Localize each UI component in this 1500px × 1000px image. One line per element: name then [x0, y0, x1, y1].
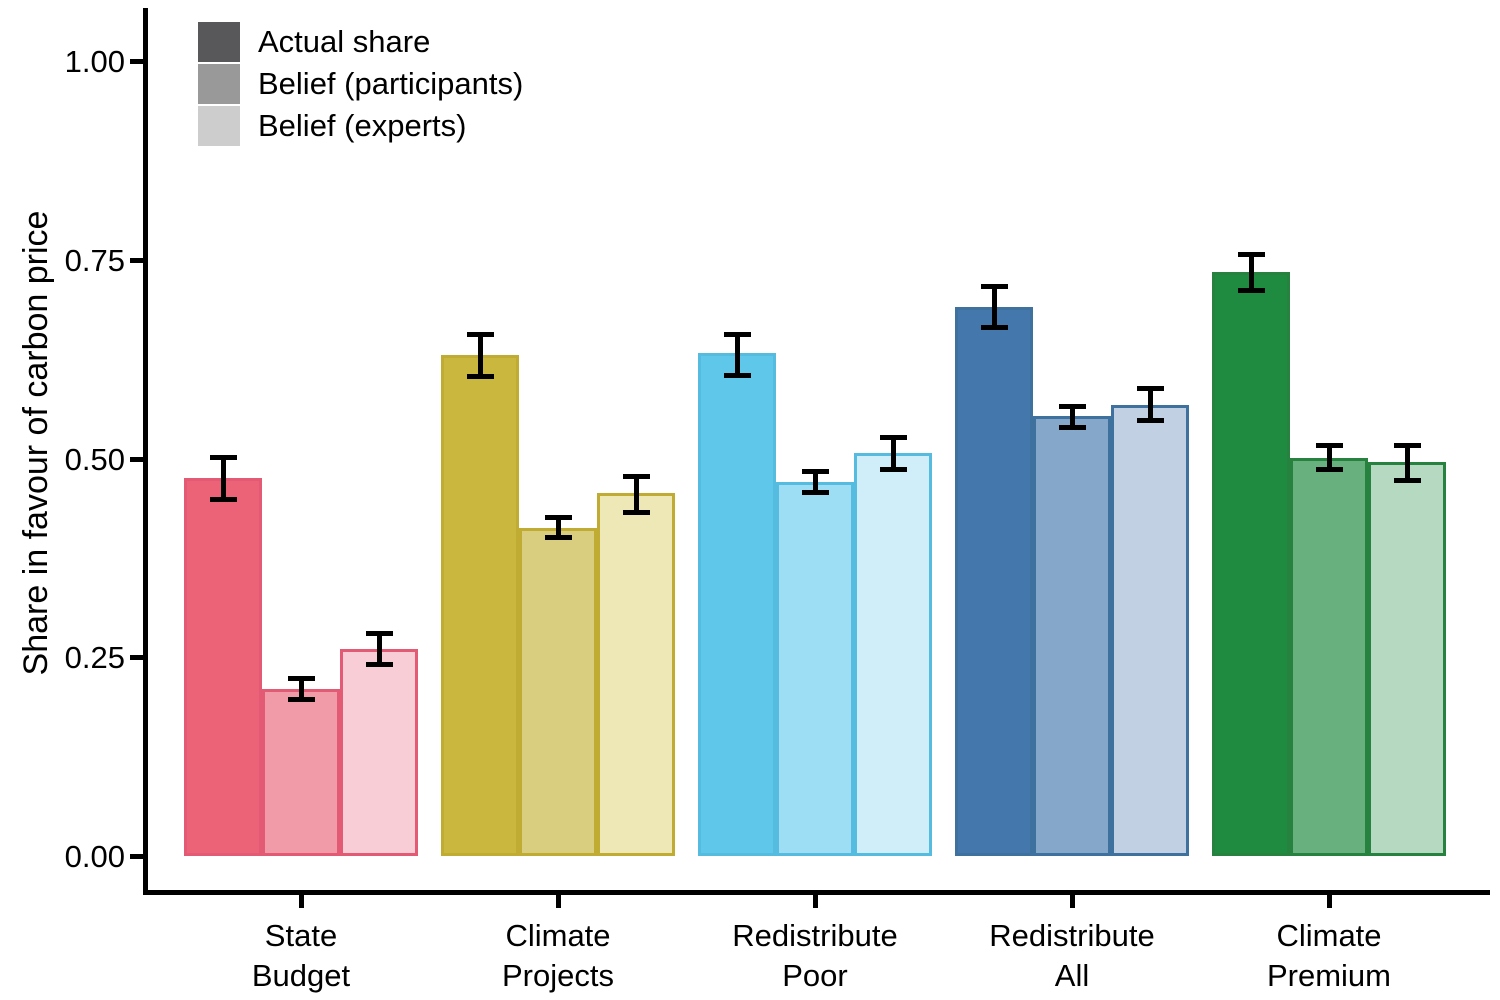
- y-tick: [130, 257, 143, 263]
- error-bar: [723, 332, 751, 379]
- x-tick-label: State Budget: [251, 918, 351, 993]
- x-tick-label: Redistribute Poor: [732, 918, 898, 993]
- legend-swatch-actual-share: [198, 22, 240, 62]
- error-bar: [980, 284, 1008, 330]
- x-tick: [1070, 895, 1075, 908]
- x-tick: [1327, 895, 1332, 908]
- bar: [441, 355, 519, 856]
- error-bar: [287, 676, 315, 702]
- x-tick: [299, 895, 304, 908]
- error-bar: [801, 468, 829, 496]
- bar: [184, 478, 262, 856]
- y-tick: [130, 456, 143, 462]
- error-bar: [879, 434, 907, 472]
- bar: [1033, 416, 1111, 856]
- bar: [1111, 405, 1189, 856]
- bar: [262, 689, 340, 856]
- y-tick-label: 0.00: [64, 839, 125, 874]
- y-tick-label: 0.75: [64, 242, 125, 278]
- bar: [1212, 271, 1290, 856]
- y-tick-label: 0.25: [64, 640, 125, 676]
- legend-label: Belief (participants): [258, 66, 524, 101]
- x-tick-label: Climate Premium: [1266, 918, 1391, 993]
- bar: [698, 352, 776, 856]
- error-bar: [1058, 403, 1086, 430]
- bar: [854, 452, 932, 856]
- x-tick-label: Climate Projects: [502, 918, 614, 993]
- x-tick: [556, 895, 561, 908]
- legend-label: Actual share: [258, 24, 431, 59]
- error-bar: [1237, 251, 1265, 294]
- error-bar: [1136, 386, 1164, 423]
- y-axis-line: [143, 8, 148, 895]
- error-bar: [365, 631, 393, 667]
- error-bar: [544, 514, 572, 541]
- y-tick: [130, 854, 143, 859]
- bar: [776, 482, 854, 856]
- bar: [519, 527, 597, 856]
- error-bar: [1315, 442, 1343, 472]
- error-bar: [209, 454, 237, 503]
- x-axis-line: [143, 890, 1490, 895]
- bar: [955, 307, 1033, 856]
- bar: [1368, 462, 1446, 856]
- bar: [1290, 457, 1368, 856]
- x-tick: [813, 895, 818, 908]
- bar: [597, 493, 675, 856]
- y-tick: [130, 655, 143, 661]
- y-tick-label: 0.50: [64, 441, 125, 477]
- y-tick: [130, 59, 143, 64]
- legend-swatch-belief-experts: [198, 106, 240, 146]
- error-bar: [622, 474, 650, 515]
- legend-swatch-belief-participants: [198, 64, 240, 104]
- bar: [340, 648, 418, 856]
- error-bar: [466, 332, 494, 379]
- error-bar: [1393, 442, 1421, 484]
- legend-label: Belief (experts): [258, 108, 467, 143]
- y-tick-label: 1.00: [64, 44, 125, 79]
- x-tick-label: Redistribute All: [989, 918, 1155, 993]
